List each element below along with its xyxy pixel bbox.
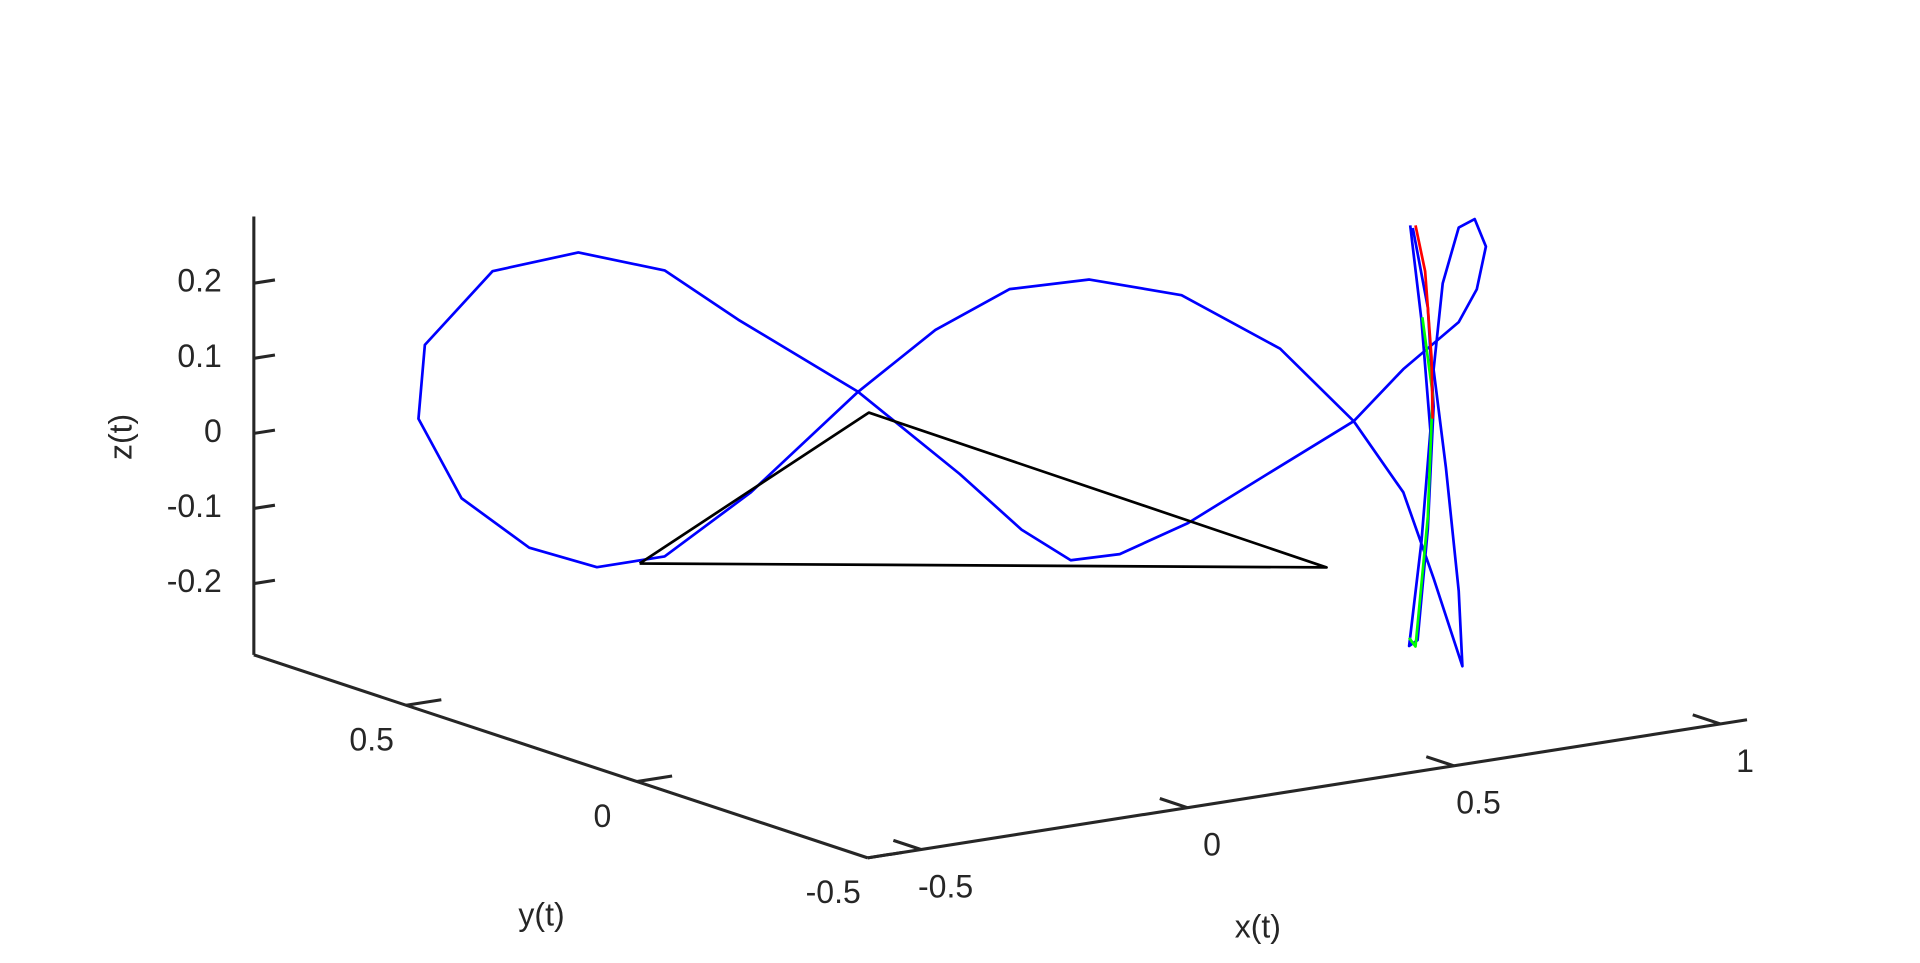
x-tick-label: -0.5 — [918, 868, 973, 904]
series-line — [1414, 225, 1434, 419]
y-tick-label: 0.5 — [349, 722, 393, 758]
z-tick — [253, 278, 276, 285]
labels: z(t) y(t) x(t) — [103, 414, 1281, 945]
y-tick — [636, 774, 673, 784]
z-tick-label: -0.2 — [167, 563, 222, 599]
x-tick — [1425, 755, 1455, 768]
y-axis — [253, 653, 869, 860]
plot-lines — [417, 217, 1488, 668]
series-line — [417, 217, 1488, 668]
y-tick — [405, 698, 442, 707]
y-tick — [867, 850, 904, 860]
x-tick — [1692, 713, 1721, 726]
z-tick — [253, 428, 276, 435]
x-tick — [1159, 797, 1188, 810]
x-tick — [892, 838, 922, 851]
series-line — [638, 411, 1328, 569]
x-axis-label: x(t) — [1235, 909, 1281, 945]
z-tick — [253, 353, 276, 360]
z-tick-label: 0 — [204, 413, 222, 449]
z-tick — [253, 578, 276, 586]
z-tick-label: 0.2 — [177, 263, 221, 299]
x-tick-label: 0 — [1203, 826, 1221, 862]
axes: -0.5 0 0.5 1 -0.5 0 0.5 -0.2 -0.1 0 0.1 0.2 — [167, 216, 1754, 910]
y-axis-label: y(t) — [518, 896, 564, 932]
series-line — [1408, 317, 1434, 648]
z-tick-label: 0.1 — [177, 338, 221, 374]
x-tick-label: 1 — [1736, 743, 1754, 779]
y-tick-label: -0.5 — [806, 874, 861, 910]
x-tick-label: 0.5 — [1456, 785, 1500, 821]
z-axis-label: z(t) — [103, 414, 139, 460]
z-tick — [253, 503, 276, 511]
z-tick-label: -0.1 — [167, 488, 222, 524]
y-tick-label: 0 — [594, 798, 612, 834]
x-axis — [867, 718, 1748, 860]
